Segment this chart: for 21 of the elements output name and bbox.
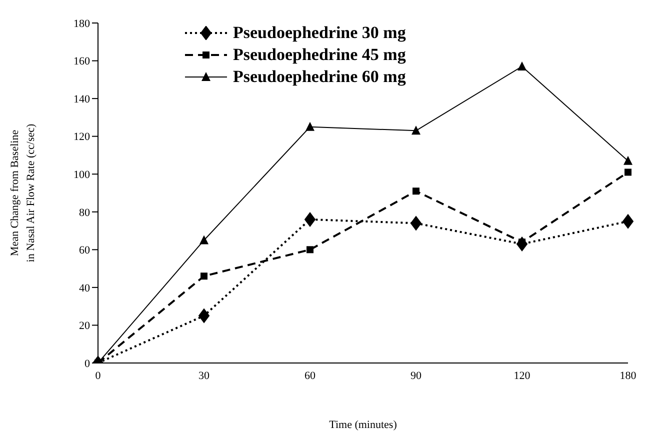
legend-label: Pseudoephedrine 45 mg: [233, 44, 406, 66]
x-tick-label: 90: [410, 370, 422, 382]
x-axis-title: Time (minutes): [329, 419, 398, 431]
y-tick-label: 180: [74, 18, 90, 30]
y-axis-title: Mean Change from Baseline in Nasal Air Flow Rate (cc/sec): [9, 123, 37, 262]
y-tick-label: 40: [79, 282, 90, 294]
y-tick-label: 0: [84, 358, 90, 370]
y-tick-label: 80: [79, 206, 90, 219]
x-tick-label: 180: [620, 370, 637, 382]
y-tick-label: 20: [79, 320, 90, 332]
legend-label: Pseudoephedrine 30 mg: [233, 22, 406, 44]
x-tick-label: 120: [514, 370, 531, 382]
y-tick-label: 120: [74, 131, 90, 144]
x-tick-label: 30: [198, 370, 210, 382]
y-tick-label: 160: [74, 56, 90, 68]
x-tick-label: 0: [95, 370, 102, 382]
x-tick-label: 60: [304, 370, 316, 382]
y-tick-label: 100: [74, 169, 90, 182]
legend-label: Pseudoephedrine 60 mg: [233, 66, 406, 88]
y-tick-label: 60: [79, 244, 90, 257]
y-tick-label: 140: [74, 93, 90, 106]
